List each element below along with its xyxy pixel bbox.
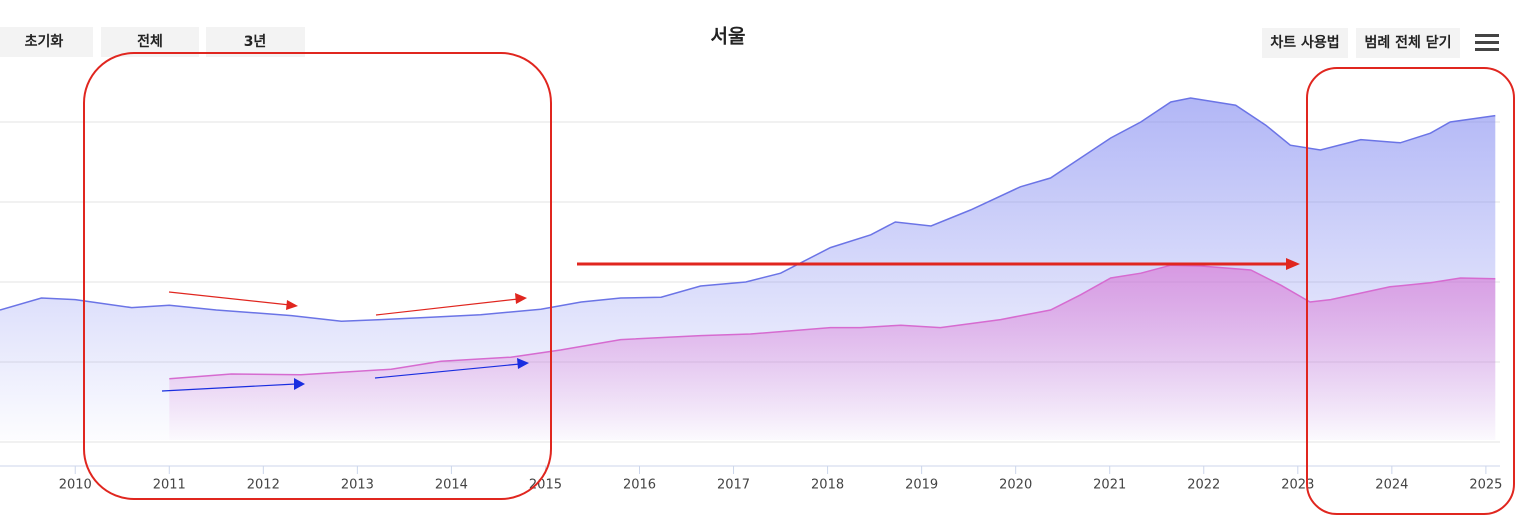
toolbar: 초기화 전체 3년 서울 차트 사용법 범례 전체 닫기 [0, 26, 1499, 58]
menu-icon[interactable] [1475, 34, 1499, 51]
x-tick-label: 2017 [717, 478, 750, 493]
button-label[interactable]: 범례 전체 닫기 [1364, 34, 1451, 51]
x-tick-label: 2014 [435, 478, 468, 493]
x-tick-label: 2021 [1093, 478, 1126, 493]
button[interactable] [1356, 28, 1460, 58]
area-line [169, 264, 1496, 380]
button[interactable] [0, 27, 93, 57]
x-tick-label: 2022 [1187, 478, 1220, 493]
chart-title: 서울 [711, 26, 746, 48]
plot-area: 2010 2011 2012 2013 2014 2015 2016 2017 2018 2019… [0, 97, 1502, 493]
x-tick-label: 2020 [999, 478, 1032, 493]
x-tick-label: 2018 [811, 478, 844, 493]
x-tick-label: 2015 [529, 478, 562, 493]
x-tick-label: 2024 [1375, 478, 1408, 493]
x-tick-label: 2010 [59, 478, 92, 493]
annotations [83, 52, 1515, 515]
area-line [0, 97, 1496, 322]
button-label[interactable]: 차트 사용법 [1270, 35, 1339, 51]
x-tick-label: 2011 [153, 478, 186, 493]
area-fill [169, 265, 1496, 440]
x-tick-label: 2019 [905, 478, 938, 493]
x-tick-label: 2016 [623, 478, 656, 493]
button-label[interactable]: 3년 [244, 34, 267, 50]
x-tick-label: 2023 [1281, 478, 1314, 493]
x-tick-label: 2025 [1469, 478, 1502, 493]
button-label[interactable]: 초기화 [25, 34, 64, 50]
button-label[interactable]: 전체 [137, 33, 163, 50]
x-tick-label: 2012 [247, 478, 280, 493]
x-tick-label: 2013 [341, 478, 374, 493]
button[interactable] [1262, 28, 1348, 58]
